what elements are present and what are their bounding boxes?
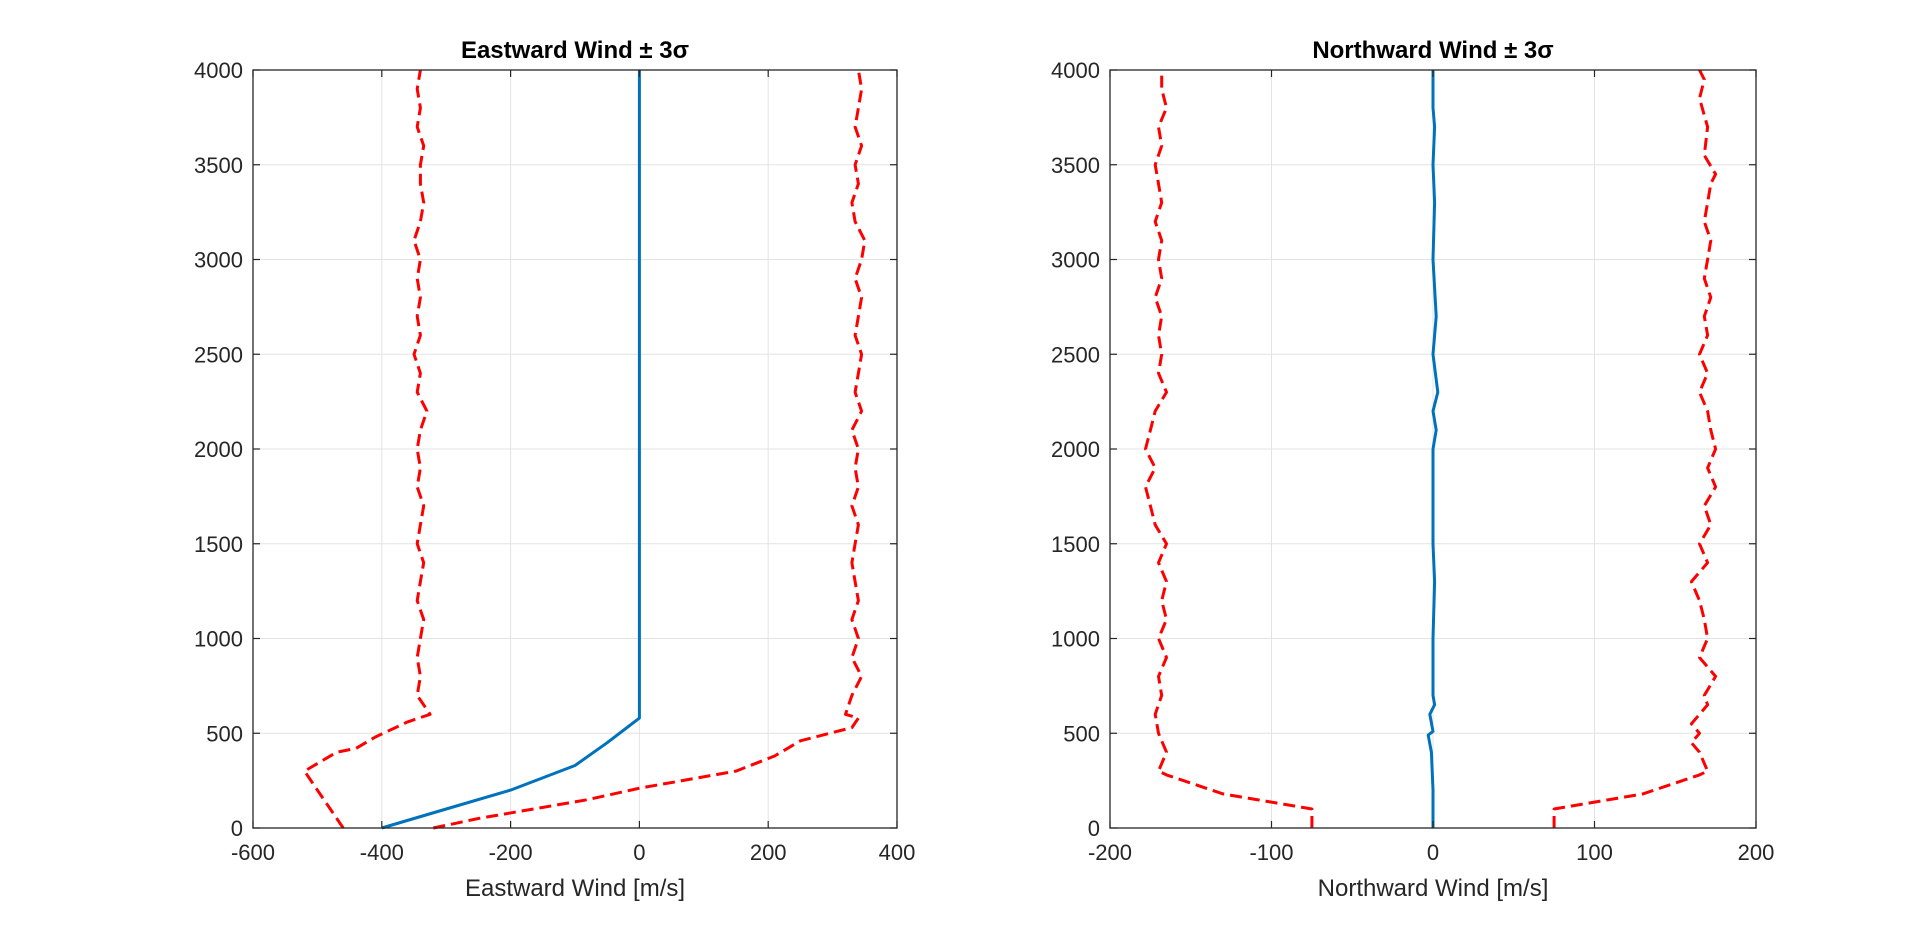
northward-x-tick-label: 200 — [1738, 840, 1775, 865]
northward-series-group — [1144, 69, 1718, 828]
northward-x-axis-label: Northward Wind [m/s] — [1318, 875, 1549, 902]
northward-y-tick-label: 3500 — [1051, 153, 1100, 178]
northward-y-tick-label: 1500 — [1051, 532, 1100, 557]
eastward-y-tick-label: 3000 — [194, 248, 243, 273]
eastward-x-tick-label: -200 — [489, 840, 533, 865]
northward-mean-line — [1426, 70, 1440, 828]
eastward-x-tick-label: 400 — [879, 840, 916, 865]
northward-x-tick-label: -200 — [1088, 840, 1132, 865]
eastward-wind-panel: -600 -400 -200 0 200 400050010001500200025003… — [194, 37, 915, 902]
eastward-y-tick-label: 3500 — [194, 153, 243, 178]
eastward-y-tick-label: 0 — [231, 816, 243, 841]
eastward-chart-title: Eastward Wind ± 3σ — [461, 37, 689, 64]
northward-ticks: -200 -100 0 100 2000500100015002000250030003… — [1051, 58, 1774, 865]
northward-y-tick-label: 2500 — [1051, 342, 1100, 367]
eastward-upper-line — [432, 69, 867, 830]
northward-y-tick-label: 3000 — [1051, 248, 1100, 273]
eastward-lower-line — [303, 69, 432, 829]
northward-lower-line — [1144, 70, 1314, 828]
eastward-x-tick-label: 0 — [633, 840, 645, 865]
eastward-x-tick-label: 200 — [750, 840, 787, 865]
eastward-mean-line — [381, 70, 641, 830]
eastward-x-axis-label: Eastward Wind [m/s] — [465, 875, 685, 902]
eastward-y-tick-label: 500 — [206, 721, 243, 746]
northward-upper-line — [1552, 69, 1718, 828]
eastward-y-tick-label: 4000 — [194, 58, 243, 83]
northward-x-tick-label: 0 — [1427, 840, 1439, 865]
northward-y-tick-label: 0 — [1088, 816, 1100, 841]
northward-wind-panel: -200 -100 0 100 2000500100015002000250030003… — [1051, 37, 1774, 902]
northward-x-tick-label: -100 — [1249, 840, 1293, 865]
northward-y-tick-label: 2000 — [1051, 437, 1100, 462]
eastward-series-group — [303, 69, 867, 830]
eastward-y-tick-label: 2500 — [194, 342, 243, 367]
northward-x-tick-label: 100 — [1576, 840, 1613, 865]
eastward-x-tick-label: -400 — [360, 840, 404, 865]
northward-y-tick-label: 1000 — [1051, 627, 1100, 652]
northward-y-tick-label: 4000 — [1051, 58, 1100, 83]
eastward-x-tick-label: -600 — [231, 840, 275, 865]
eastward-ticks: -600 -400 -200 0 200 400050010001500200025003… — [194, 58, 915, 865]
northward-chart-title: Northward Wind ± 3σ — [1312, 37, 1553, 64]
eastward-y-tick-label: 1500 — [194, 532, 243, 557]
eastward-y-tick-label: 1000 — [194, 627, 243, 652]
eastward-y-tick-label: 2000 — [194, 437, 243, 462]
northward-y-tick-label: 500 — [1063, 721, 1100, 746]
